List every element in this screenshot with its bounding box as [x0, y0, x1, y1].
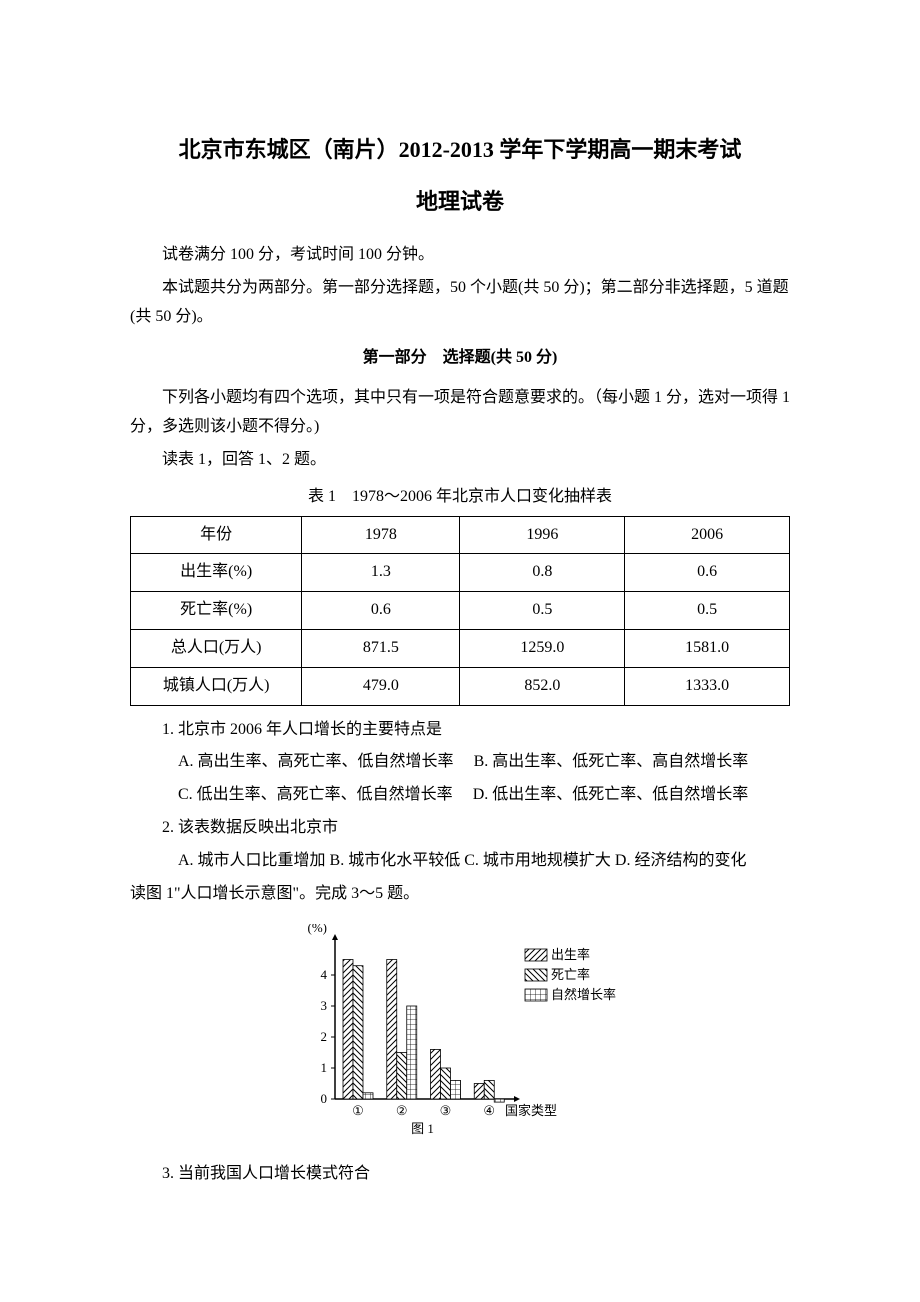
q3-stem: 3. 当前我国人口增长模式符合 — [130, 1160, 790, 1189]
svg-text:④: ④ — [483, 1103, 495, 1118]
table-header-row: 年份 1978 1996 2006 — [131, 516, 790, 554]
svg-text:(%): (%) — [308, 924, 328, 935]
table-header-cell: 年份 — [131, 516, 302, 554]
q1-opts-cd: C. 低出生率、高死亡率、低自然增长率 D. 低出生率、低死亡率、低自然增长率 — [130, 781, 790, 810]
table-cell: 死亡率(%) — [131, 592, 302, 630]
q2-stem: 2. 该表数据反映出北京市 — [130, 814, 790, 843]
q1-opt-c: C. 低出生率、高死亡率、低自然增长率 — [178, 786, 453, 803]
table-header-cell: 2006 — [625, 516, 790, 554]
svg-text:①: ① — [352, 1103, 364, 1118]
table-cell: 1333.0 — [625, 667, 790, 705]
q2-opts: A. 城市人口比重增加 B. 城市化水平较低 C. 城市用地规模扩大 D. 经济… — [130, 847, 790, 876]
svg-text:自然增长率: 自然增长率 — [551, 987, 616, 1002]
svg-text:②: ② — [396, 1103, 408, 1118]
table-cell: 852.0 — [460, 667, 625, 705]
population-growth-chart: (%) 0 1 2 3 4 ① ② ③ ④ 国家类型图 1 出生率死亡率自然增长率 — [130, 924, 790, 1144]
q1-stem: 1. 北京市 2006 年人口增长的主要特点是 — [130, 716, 790, 745]
svg-text:③: ③ — [440, 1103, 452, 1118]
table-cell: 0.5 — [625, 592, 790, 630]
svg-text:国家类型: 国家类型 — [505, 1103, 557, 1118]
svg-text:0: 0 — [321, 1091, 328, 1106]
exam-info-1: 试卷满分 100 分，考试时间 100 分钟。 — [130, 241, 790, 270]
table-cell: 总人口(万人) — [131, 629, 302, 667]
table-cell: 871.5 — [302, 629, 460, 667]
q1-opt-b: B. 高出生率、低死亡率、高自然增长率 — [474, 753, 749, 770]
exam-info-2: 本试题共分为两部分。第一部分选择题，50 个小题(共 50 分)；第二部分非选择… — [130, 274, 790, 332]
table-cell: 0.6 — [625, 554, 790, 592]
table-row: 城镇人口(万人) 479.0 852.0 1333.0 — [131, 667, 790, 705]
doc-title: 北京市东城区（南片）2012-2013 学年下学期高一期末考试 — [130, 130, 790, 170]
table-cell: 出生率(%) — [131, 554, 302, 592]
svg-text:3: 3 — [321, 998, 328, 1013]
svg-text:2: 2 — [321, 1029, 328, 1044]
svg-text:4: 4 — [321, 967, 328, 982]
table-row: 出生率(%) 1.3 0.8 0.6 — [131, 554, 790, 592]
svg-text:死亡率: 死亡率 — [551, 967, 590, 982]
table-cell: 1.3 — [302, 554, 460, 592]
svg-text:出生率: 出生率 — [551, 947, 590, 962]
table-cell: 1581.0 — [625, 629, 790, 667]
table-caption: 表 1 1978～2006 年北京市人口变化抽样表 — [130, 483, 790, 512]
instruction: 下列各小题均有四个选项，其中只有一项是符合题意要求的。（每小题 1 分，选对一项… — [130, 384, 790, 442]
read-table-text: 读表 1，回答 1、2 题。 — [130, 446, 790, 475]
q1-opt-d: D. 低出生率、低死亡率、低自然增长率 — [473, 786, 749, 803]
table-cell: 1259.0 — [460, 629, 625, 667]
q1-opts-ab: A. 高出生率、高死亡率、低自然增长率 B. 高出生率、低死亡率、高自然增长率 — [130, 748, 790, 777]
table-row: 总人口(万人) 871.5 1259.0 1581.0 — [131, 629, 790, 667]
section-header: 第一部分 选择题(共 50 分) — [130, 344, 790, 373]
table-cell: 城镇人口(万人) — [131, 667, 302, 705]
table-row: 死亡率(%) 0.6 0.5 0.5 — [131, 592, 790, 630]
svg-text:图 1: 图 1 — [411, 1121, 434, 1136]
table-cell: 0.5 — [460, 592, 625, 630]
q1-opt-a: A. 高出生率、高死亡率、低自然增长率 — [178, 753, 454, 770]
table-cell: 0.6 — [302, 592, 460, 630]
table-header-cell: 1978 — [302, 516, 460, 554]
svg-text:1: 1 — [321, 1060, 328, 1075]
fig1-intro: 读图 1"人口增长示意图"。完成 3～5 题。 — [130, 880, 790, 909]
table-cell: 0.8 — [460, 554, 625, 592]
doc-subtitle: 地理试卷 — [130, 182, 790, 222]
table-header-cell: 1996 — [460, 516, 625, 554]
table-cell: 479.0 — [302, 667, 460, 705]
population-table: 年份 1978 1996 2006 出生率(%) 1.3 0.8 0.6 死亡率… — [130, 516, 790, 706]
